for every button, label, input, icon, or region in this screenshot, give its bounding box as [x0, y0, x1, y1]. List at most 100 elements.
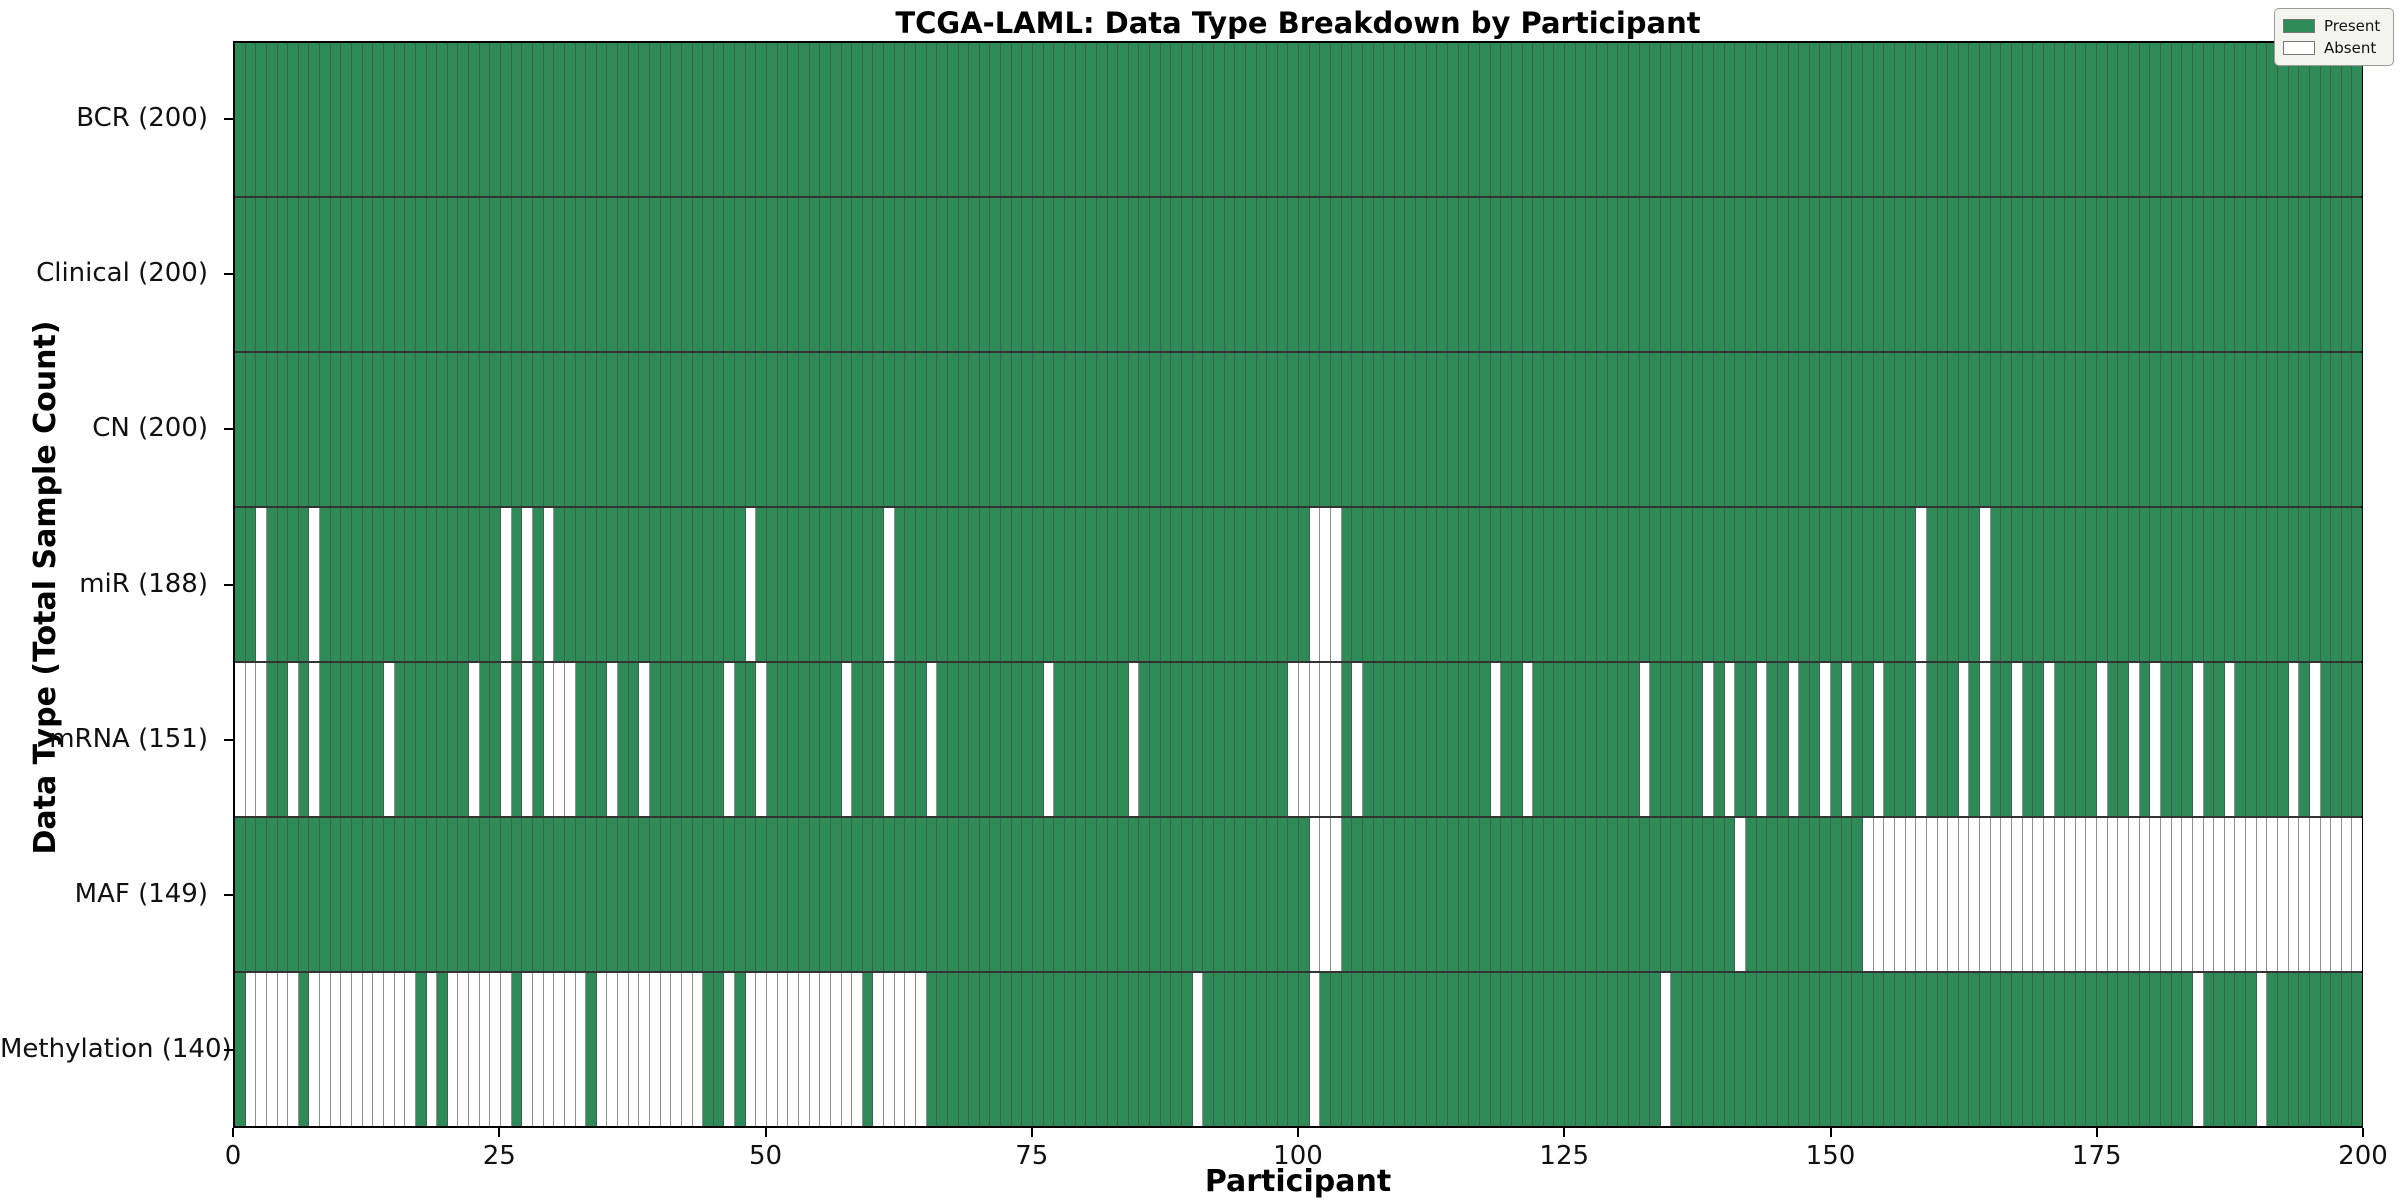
heatmap-cell: [383, 818, 395, 971]
heatmap-cell: [1799, 973, 1810, 1126]
heatmap-cell: [745, 198, 757, 351]
heatmap-cell: [1618, 353, 1629, 506]
heatmap-cell: [1171, 43, 1183, 196]
heatmap-cell: [926, 43, 938, 196]
heatmap-cell: [1362, 353, 1374, 506]
heatmap-cell: [1639, 353, 1651, 506]
heatmap-cell: [1437, 508, 1449, 661]
heatmap-cell: [2011, 198, 2023, 351]
heatmap-cell: [607, 663, 619, 816]
heatmap-cell: [916, 663, 927, 816]
heatmap-cell: [2331, 508, 2342, 661]
heatmap-cell: [1096, 663, 1108, 816]
heatmap-cell: [1533, 818, 1544, 971]
heatmap-cell: [2341, 818, 2353, 971]
heatmap-cell: [1330, 43, 1342, 196]
heatmap-cell: [1064, 353, 1076, 506]
x-tick-label: 100: [1273, 1141, 1323, 1171]
heatmap-cell: [2171, 663, 2183, 816]
heatmap-cell: [2267, 973, 2278, 1126]
heatmap-cell: [1926, 198, 1938, 351]
heatmap-cell: [2299, 353, 2310, 506]
heatmap-cell: [639, 353, 650, 506]
heatmap-cell: [575, 663, 587, 816]
heatmap-cell: [1394, 508, 1406, 661]
heatmap-cell: [362, 973, 374, 1126]
heatmap-cell: [458, 43, 470, 196]
heatmap-cell: [1213, 198, 1225, 351]
heatmap-cell: [852, 43, 863, 196]
heatmap-cell: [1022, 973, 1034, 1126]
heatmap-cell: [1267, 663, 1278, 816]
heatmap-cell: [1841, 973, 1853, 1126]
heatmap-cell: [990, 818, 1002, 971]
heatmap-cell: [2129, 508, 2140, 661]
heatmap-cell: [947, 508, 959, 661]
heatmap-cell: [1171, 973, 1183, 1126]
heatmap-cell: [2097, 353, 2108, 506]
heatmap-cell: [756, 973, 768, 1126]
heatmap-cell: [1522, 973, 1534, 1126]
heatmap-cell: [1182, 508, 1193, 661]
heatmap-cell: [1586, 818, 1597, 971]
heatmap-cell: [703, 663, 714, 816]
heatmap-cell: [820, 508, 831, 661]
heatmap-cell: [2097, 43, 2108, 196]
heatmap-cell: [1841, 198, 1853, 351]
heatmap-cell: [1224, 508, 1236, 661]
heatmap-cell: [618, 818, 629, 971]
heatmap-cell: [266, 43, 278, 196]
heatmap-cell: [1192, 353, 1204, 506]
heatmap-cell: [564, 973, 576, 1126]
heatmap-cell: [575, 198, 587, 351]
heatmap-cell: [288, 818, 299, 971]
heatmap-cell: [362, 663, 374, 816]
heatmap-cell: [2267, 43, 2278, 196]
heatmap-cell: [1139, 663, 1151, 816]
heatmap-cell: [1628, 663, 1640, 816]
heatmap-cell: [383, 663, 395, 816]
y-tick-mark: [224, 894, 233, 897]
heatmap-cell: [2086, 973, 2098, 1126]
heatmap-cell: [1671, 663, 1683, 816]
heatmap-cell: [2341, 973, 2353, 1126]
heatmap-cell: [1128, 973, 1140, 1126]
heatmap-cell: [479, 508, 491, 661]
heatmap-cell: [1373, 663, 1385, 816]
heatmap-cell: [1735, 818, 1746, 971]
heatmap-cell: [309, 43, 321, 196]
heatmap-cell: [2309, 663, 2321, 816]
heatmap-cell: [1043, 818, 1055, 971]
heatmap-cell: [298, 198, 310, 351]
heatmap-cell: [937, 198, 948, 351]
heatmap-cell: [586, 198, 597, 351]
heatmap-cell: [1820, 353, 1832, 506]
heatmap-cell: [2278, 973, 2289, 1126]
chart-title: TCGA-LAML: Data Type Breakdown by Partic…: [895, 6, 1701, 40]
heatmap-cell: [405, 508, 416, 661]
heatmap-cell: [1245, 663, 1257, 816]
heatmap-cell: [2150, 508, 2161, 661]
heatmap-cell: [1394, 663, 1406, 816]
heatmap-cell: [1788, 818, 1800, 971]
heatmap-cell: [511, 353, 523, 506]
heatmap-cell: [703, 198, 714, 351]
heatmap-cell: [1352, 353, 1363, 506]
heatmap-cell: [1511, 198, 1523, 351]
heatmap-cell: [1586, 43, 1597, 196]
heatmap-cell: [532, 508, 544, 661]
heatmap-cell: [2011, 973, 2023, 1126]
heatmap-cell: [2033, 508, 2044, 661]
heatmap-cell: [905, 198, 916, 351]
heatmap-cell: [1799, 198, 1810, 351]
heatmap-cell: [1565, 43, 1576, 196]
heatmap-cell: [926, 353, 938, 506]
heatmap-cell: [469, 663, 480, 816]
heatmap-cell: [1618, 508, 1629, 661]
x-tick-mark: [2095, 1128, 2098, 1137]
heatmap-cell: [1724, 198, 1736, 351]
heatmap-cell: [2129, 663, 2140, 816]
heatmap-cell: [352, 198, 363, 351]
heatmap-cell: [1916, 818, 1927, 971]
heatmap-cell: [958, 353, 970, 506]
